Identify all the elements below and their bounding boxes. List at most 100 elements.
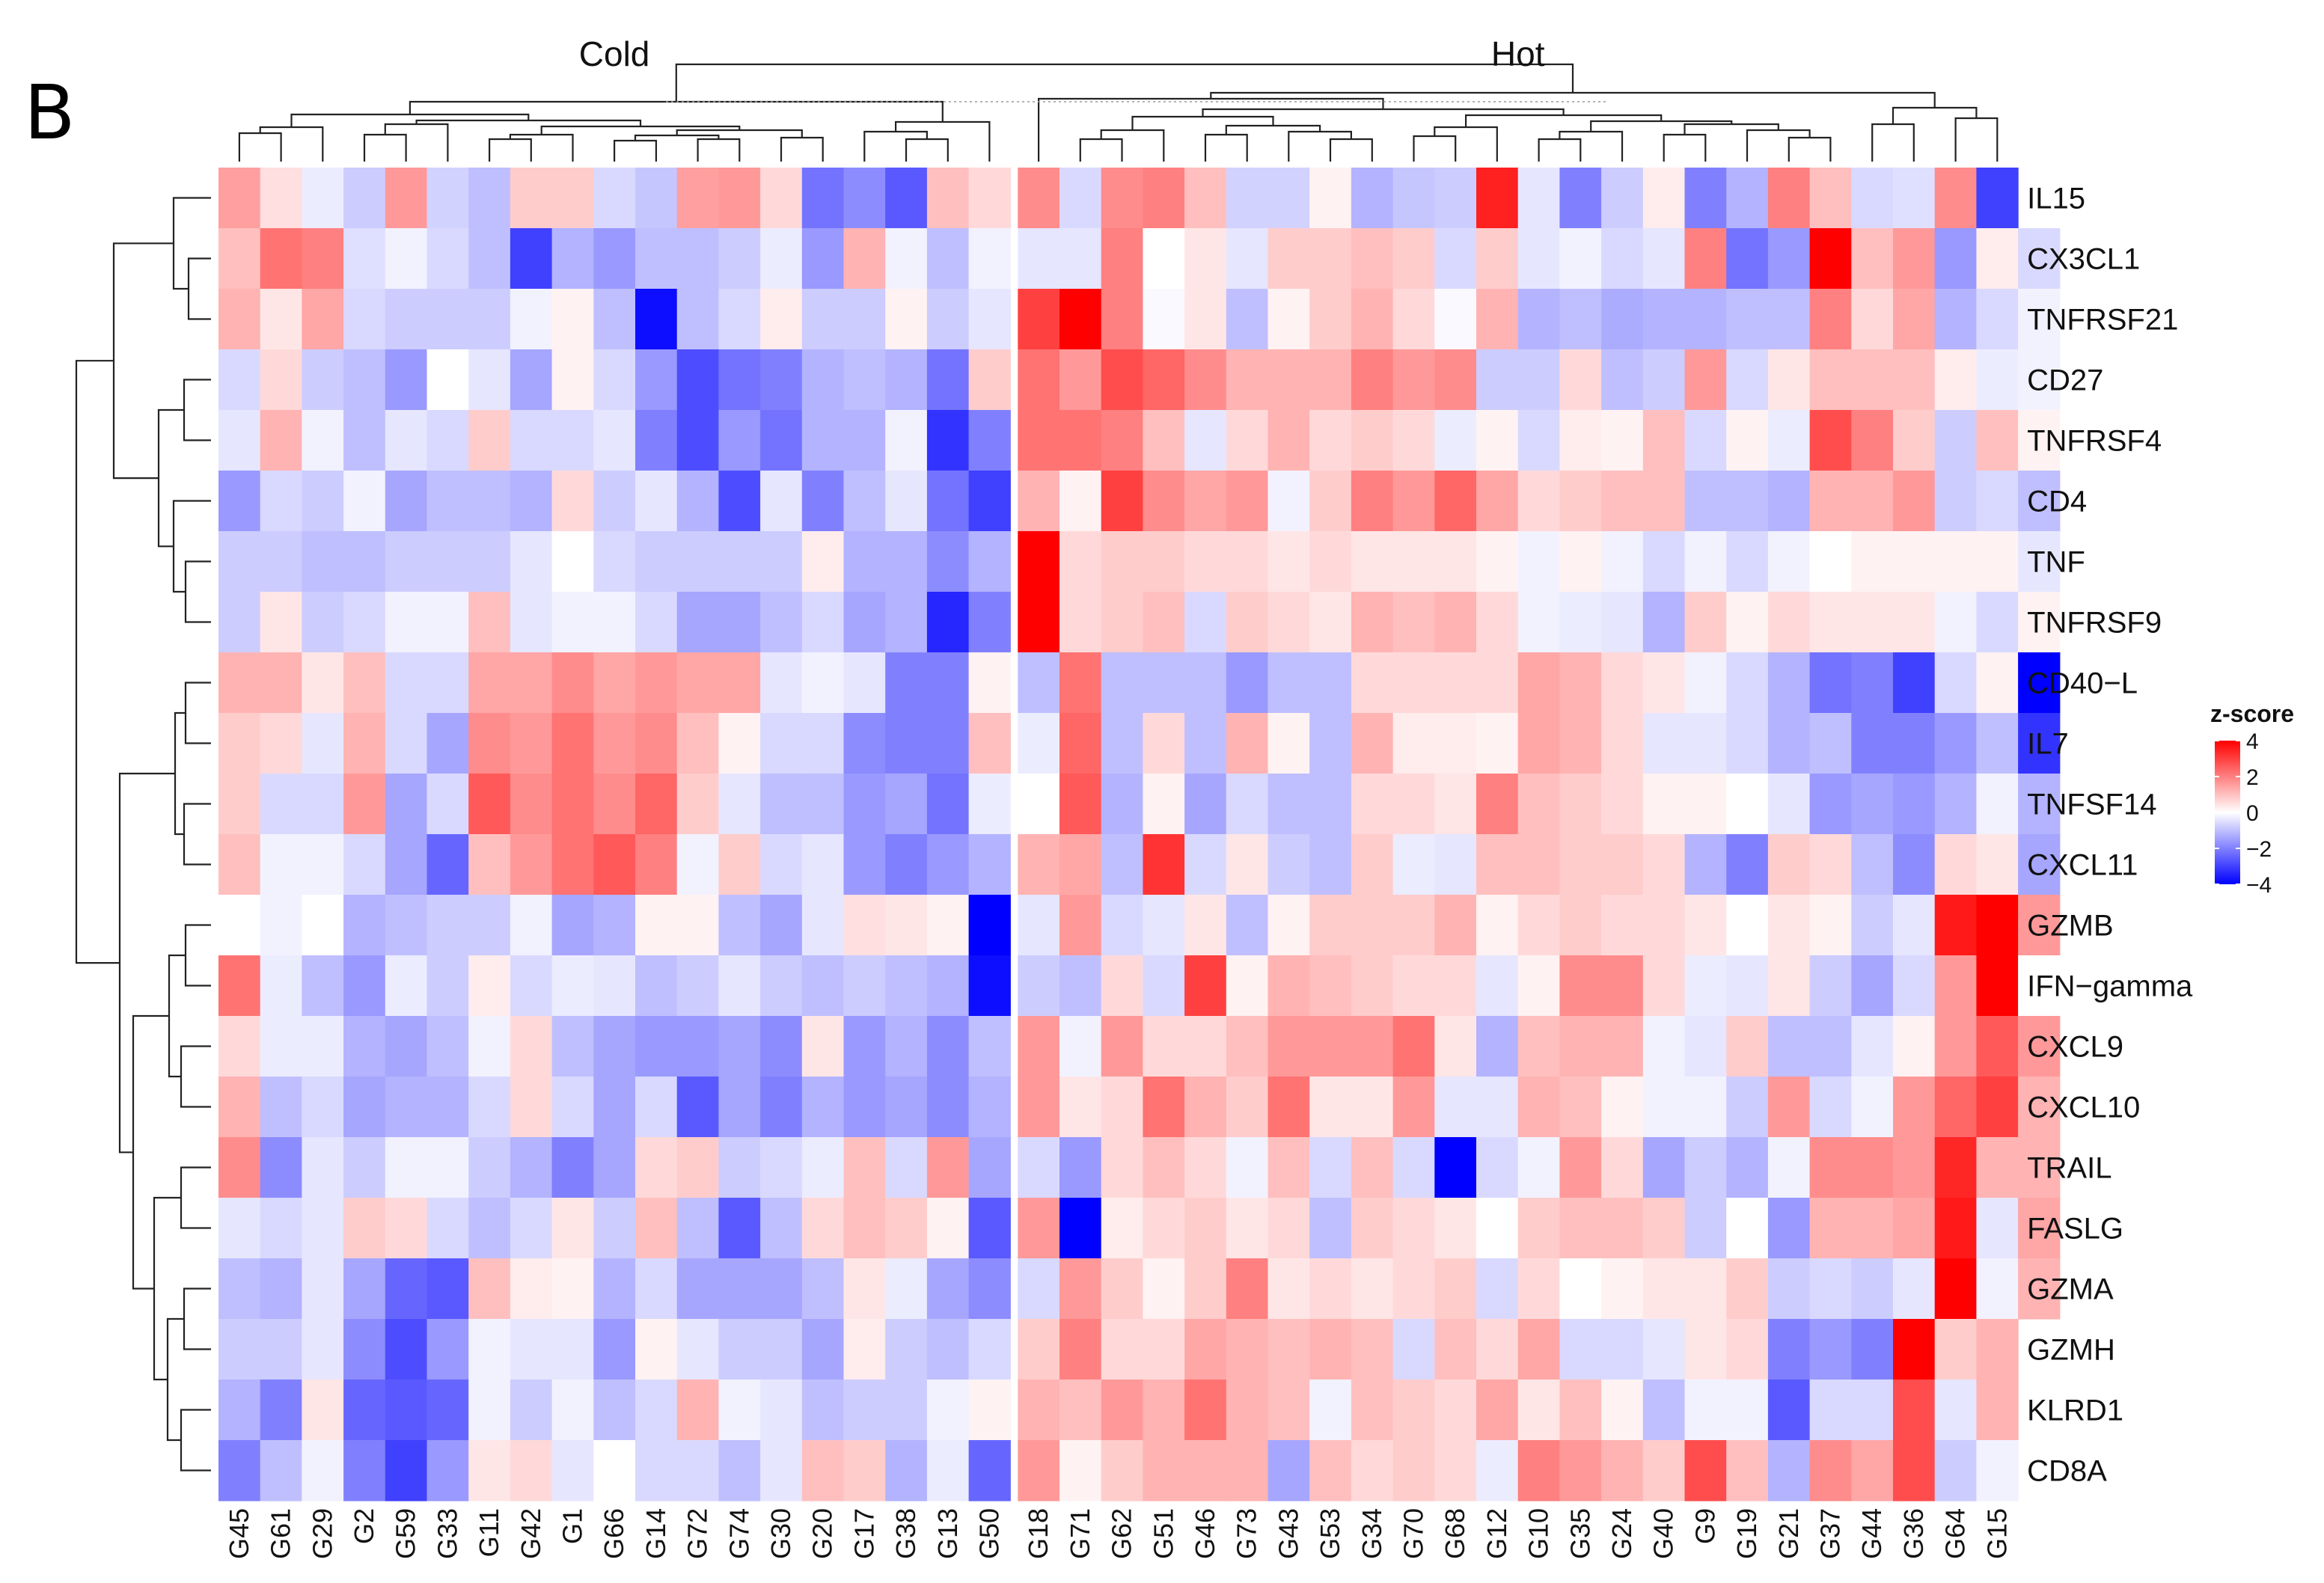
- heatmap-cell: [1976, 1440, 2019, 1501]
- heatmap-cell: [1101, 228, 1143, 290]
- heatmap-cell: [801, 955, 845, 1017]
- heatmap-cell: [1184, 168, 1227, 229]
- heatmap-cell: [510, 834, 553, 895]
- heatmap-cell: [1143, 349, 1185, 411]
- heatmap-cell: [302, 1137, 344, 1198]
- heatmap-cell: [1517, 1440, 1560, 1501]
- heatmap-cell: [968, 1077, 1011, 1138]
- heatmap-cell: [1809, 1198, 1852, 1259]
- heatmap-cell: [1143, 834, 1185, 895]
- heatmap-cell: [1893, 1440, 1936, 1501]
- heatmap-cell: [1476, 1440, 1519, 1501]
- heatmap-cell: [1559, 1016, 1602, 1077]
- heatmap-cell: [468, 834, 511, 895]
- heatmap-cell: [302, 410, 344, 471]
- heatmap-cell: [1309, 1258, 1352, 1320]
- column-dendrogram: [238, 63, 1999, 162]
- heatmap-cell: [1726, 652, 1769, 714]
- heatmap-cell: [1268, 1440, 1310, 1501]
- heatmap-cell: [1517, 955, 1560, 1017]
- heatmap-cell: [1726, 895, 1769, 956]
- heatmap-cell: [1851, 1016, 1894, 1077]
- heatmap-cell: [1434, 713, 1477, 774]
- heatmap-cell: [302, 774, 344, 835]
- heatmap-cell: [302, 349, 344, 411]
- heatmap-cell: [1226, 955, 1269, 1017]
- heatmap-cell: [1517, 652, 1560, 714]
- heatmap-cell: [926, 713, 970, 774]
- heatmap-cell: [510, 228, 553, 290]
- heatmap-cell: [1559, 834, 1602, 895]
- heatmap-cell: [843, 834, 886, 895]
- heatmap-cell: [260, 652, 302, 714]
- heatmap-cell: [1642, 592, 1686, 653]
- heatmap-cell: [1601, 1258, 1644, 1320]
- heatmap-cell: [218, 1016, 261, 1077]
- heatmap-cell: [926, 1380, 970, 1441]
- heatmap-cell: [968, 955, 1011, 1017]
- dendrogram-branch: [75, 360, 120, 964]
- dendrogram-branch: [1538, 138, 1582, 162]
- heatmap-cell: [1309, 471, 1352, 532]
- heatmap-cell: [1018, 471, 1060, 532]
- heatmap-cell: [1059, 1258, 1102, 1320]
- heatmap-cell: [1059, 652, 1102, 714]
- heatmap-cell: [635, 713, 678, 774]
- heatmap-cell: [1601, 895, 1644, 956]
- heatmap-cell: [260, 168, 302, 229]
- heatmap-cell: [1517, 1380, 1560, 1441]
- heatmap-cell: [1517, 471, 1560, 532]
- heatmap-cell: [1434, 834, 1477, 895]
- heatmap-cell: [426, 955, 469, 1017]
- column-label: G72: [682, 1508, 713, 1559]
- heatmap-cell: [1351, 713, 1394, 774]
- heatmap-cell: [676, 1016, 719, 1077]
- heatmap-cell: [260, 955, 302, 1017]
- heatmap-cell: [1143, 652, 1185, 714]
- heatmap-cell: [1184, 713, 1227, 774]
- heatmap-cell: [1351, 1380, 1394, 1441]
- heatmap-cell: [1642, 652, 1686, 714]
- row-dendrogram: [75, 197, 211, 1472]
- heatmap-cell: [718, 1440, 761, 1501]
- heatmap-cell: [1476, 895, 1519, 956]
- heatmap-cell: [968, 713, 1011, 774]
- column-label: G59: [391, 1508, 421, 1559]
- heatmap-cell: [801, 168, 845, 229]
- heatmap-cell: [1434, 955, 1477, 1017]
- heatmap-cell: [1726, 1440, 1769, 1501]
- heatmap-cell: [1434, 592, 1477, 653]
- row-label: CXCL11: [2027, 849, 2138, 882]
- heatmap-cell: [1809, 955, 1852, 1017]
- heatmap-cell: [1476, 1258, 1519, 1320]
- heatmap-cell: [1559, 1319, 1602, 1380]
- heatmap-cell: [1143, 1258, 1185, 1320]
- row-label: GZMH: [2027, 1334, 2115, 1367]
- column-label: G51: [1148, 1508, 1178, 1559]
- heatmap-cell: [1767, 652, 1811, 714]
- column-label: G71: [1065, 1508, 1095, 1559]
- heatmap-cell: [635, 1258, 678, 1320]
- heatmap-cell: [1893, 1016, 1936, 1077]
- legend-title: z-score: [2210, 700, 2294, 727]
- heatmap-cell: [468, 1077, 511, 1138]
- heatmap-cell: [1392, 471, 1435, 532]
- heatmap-cell: [885, 713, 928, 774]
- heatmap-cell: [426, 1137, 469, 1198]
- column-label: G1: [557, 1508, 588, 1544]
- dendrogram-branch: [1954, 117, 1999, 162]
- heatmap-cell: [1559, 289, 1602, 350]
- heatmap-cell: [1601, 955, 1644, 1017]
- heatmap-cell: [1809, 834, 1852, 895]
- heatmap-cell: [1976, 713, 2019, 774]
- heatmap-cell: [1893, 349, 1936, 411]
- heatmap-cell: [1684, 713, 1727, 774]
- heatmap-cell: [302, 713, 344, 774]
- heatmap-cell: [968, 349, 1011, 411]
- heatmap-cell: [593, 592, 636, 653]
- heatmap-cell: [343, 895, 386, 956]
- heatmap-cell: [1101, 349, 1143, 411]
- row-label: CXCL10: [2027, 1091, 2140, 1124]
- heatmap-cell: [302, 531, 344, 593]
